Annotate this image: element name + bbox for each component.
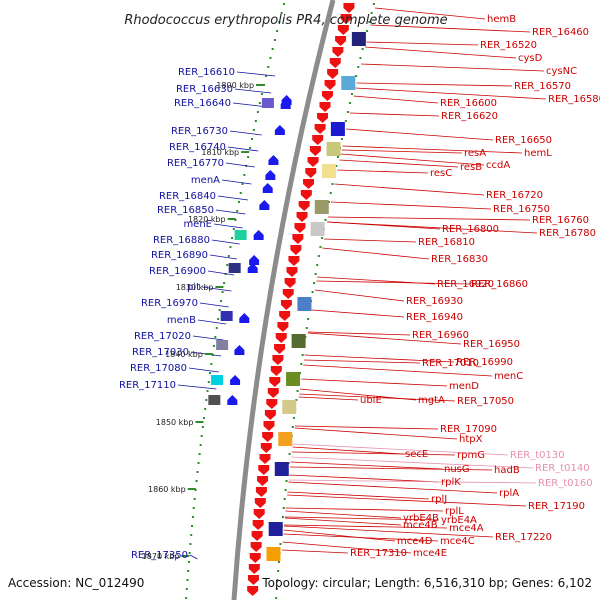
left-gene-label: RER_16770 (167, 158, 224, 169)
left-gene-label: RER_16640 (174, 98, 231, 109)
right-gene-label: RER_16650 (495, 135, 552, 146)
left-gene-label: RER_17030 (132, 347, 189, 358)
right-gene-label: RER_16600 (440, 98, 497, 109)
right-gene-label: RER_16860 (471, 279, 528, 290)
genome-title: Rhodococcus erythropolis PR4, complete g… (124, 13, 447, 28)
right-gene-label: RER_17220 (495, 532, 552, 543)
labels: RER_16610 RER_16630 RER_16640 RER_16730 RER_… (119, 14, 600, 561)
right-gene-label: RER_16620 (441, 111, 498, 122)
left-gene-label: RER_16610 (178, 67, 235, 78)
left-gene-label: RER_17020 (134, 331, 191, 342)
left-gene-label: menE (183, 219, 212, 230)
left-gene-label: menA (191, 175, 220, 186)
kbp-mark: 1850 kbp (156, 418, 194, 427)
right-gene-label: RER_16950 (463, 339, 520, 350)
left-gene-label: menB (167, 315, 196, 326)
right-gene-label: RER_16750 (493, 204, 550, 215)
right-gene-label: hemL (524, 148, 552, 159)
right-gene-label: ubiE (360, 395, 382, 406)
right-gene-label: menC (494, 371, 523, 382)
right-gene-label: rplA (499, 488, 519, 499)
right-gene-label: cysNC (546, 66, 577, 77)
left-gene-label: RER_17350 (131, 550, 188, 561)
left-gene-label: RER_16730 (171, 126, 228, 137)
right-gene-label: secE (405, 449, 428, 460)
right-gene-label: RER_t0160 (538, 478, 593, 489)
right-gene-label: hadB (494, 465, 520, 476)
right-gene-label: RER_16580 (548, 94, 600, 105)
kbp-mark: 1830 kbp (176, 283, 214, 292)
right-gene-label: hemB (487, 14, 516, 25)
right-gene-label: mgtA (418, 395, 445, 406)
right-gene-label: RER_16830 (431, 254, 488, 265)
right-gene-label: resB (460, 162, 482, 173)
left-gene-label: RER_16630 (176, 84, 233, 95)
right-gene-label: RER_16780 (539, 228, 596, 239)
right-gene-label: yrbE4B (403, 513, 439, 524)
left-gene-label: RER_16880 (153, 235, 210, 246)
right-gene-label: rplJ (431, 494, 447, 505)
left-gene-label: RER_16740 (169, 142, 226, 153)
right-gene-label: RER_16800 (442, 224, 499, 235)
right-gene-label: yrbE4A (441, 515, 477, 526)
right-gene-label: RER_t0130 (510, 450, 565, 461)
right-gene-label: RER_16520 (480, 40, 537, 51)
kbp-mark: 1810 kbp (201, 148, 239, 157)
right-gene-label: RER_16570 (514, 81, 571, 92)
right-gene-label: nusG (444, 464, 470, 475)
kbp-mark: 1820 kbp (188, 215, 226, 224)
right-gene-label: RER_16460 (532, 27, 589, 38)
right-gene-label: rplK (441, 477, 461, 488)
left-gene-label: RER_16850 (157, 205, 214, 216)
right-gene-label: RER_t0140 (535, 463, 590, 474)
right-gene-label: RER_16720 (486, 190, 543, 201)
genome-backbone (231, 0, 336, 600)
right-gene-label: mce4D (397, 536, 433, 547)
left-gene-label: RER_16890 (151, 250, 208, 261)
left-gene-label: RER_16900 (149, 266, 206, 277)
left-gene-label: RER_17080 (130, 363, 187, 374)
kbp-mark: 1870 kbp (142, 552, 180, 561)
right-gene-label: RER_17090 (440, 424, 497, 435)
kbp-mark: 1860 kbp (148, 485, 186, 494)
left-gene-label: pit (187, 282, 200, 293)
right-gene-label: RER_17050 (457, 396, 514, 407)
right-gene-label: cysD (518, 53, 543, 64)
right-gene-label: RER_17310 (350, 548, 407, 559)
right-gene-label: ccdA (486, 160, 510, 171)
feature-track (208, 3, 366, 596)
accession-label: Accession: NC_012490 (8, 576, 144, 590)
right-gene-label: RER_16940 (406, 312, 463, 323)
left-gene-label: RER_16840 (159, 191, 216, 202)
right-gene-label: RER_17190 (528, 501, 585, 512)
right-gene-label: resA (464, 148, 486, 159)
right-gene-label: rplL (445, 506, 464, 517)
right-gene-label: menD (449, 381, 479, 392)
right-gene-label: RER_16960 (412, 330, 469, 341)
right-gene-label: mce4B (403, 520, 438, 531)
right-gene-label: mce4E (413, 548, 447, 559)
right-gene-label: RER_16930 (406, 296, 463, 307)
right-gene-label: RER_16920 (437, 279, 494, 290)
topology-label: Topology: circular; Length: 6,516,310 bp… (261, 576, 592, 590)
left-gene-label: RER_16970 (141, 298, 198, 309)
right-gene-label: mce4C (440, 536, 475, 547)
right-gene-label: RER_16990 (456, 357, 513, 368)
right-gene-label: mce4A (449, 523, 484, 534)
right-gene-label: htpX (459, 434, 483, 445)
right-gene-label: RER_16810 (418, 237, 475, 248)
kbp-mark: 1800 kbp (216, 81, 254, 90)
right-gene-label: rpmG (457, 450, 485, 461)
left-gene-label: RER_17110 (119, 380, 176, 391)
kbp-mark: 1840 kbp (165, 350, 203, 359)
leader-lines (177, 7, 547, 560)
right-gene-label: RER_17010 (422, 358, 479, 369)
right-gene-label: resC (430, 168, 452, 179)
right-gene-label: RER_16760 (532, 215, 589, 226)
